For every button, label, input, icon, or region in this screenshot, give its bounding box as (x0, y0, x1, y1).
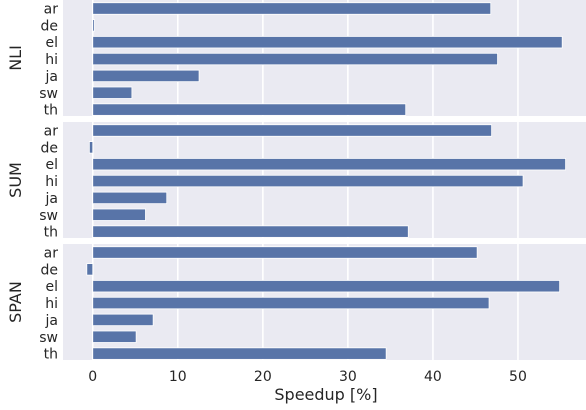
bar-nli-sw (92, 86, 133, 99)
bar-sum-ja (92, 191, 168, 205)
bar-nli-el (92, 36, 563, 49)
x-axis-label: Speedup [%] (274, 385, 377, 404)
category-label: hi (45, 52, 58, 68)
x-tick-label: 40 (424, 369, 442, 385)
category-label: ja (45, 69, 58, 85)
panel-title: NLI (6, 45, 25, 71)
bar-sum-de (88, 141, 94, 154)
bar-sum-th (92, 225, 409, 238)
bar-sum-sw (92, 208, 146, 221)
panel-title: SUM (6, 162, 25, 198)
bar-nli-th (92, 103, 407, 116)
category-label: el (45, 157, 58, 173)
x-tick-label: 50 (509, 369, 527, 385)
x-tick-label: 30 (339, 369, 357, 385)
category-label: ar (44, 124, 59, 140)
category-label: hi (45, 174, 58, 190)
x-axis-ticks: 0 10 20 30 40 50 (88, 369, 527, 385)
category-label: sw (39, 330, 58, 346)
category-label: ja (45, 313, 58, 329)
bar-span-hi (92, 296, 490, 310)
bar-sum-ar (92, 124, 493, 137)
bar-sum-hi (92, 174, 524, 188)
chart-panels: ardeelhijaswthNLIardeelhijaswthSUMardeel… (6, 0, 586, 363)
panel-title: SPAN (6, 281, 25, 323)
category-label: th (44, 225, 58, 241)
category-label: de (41, 18, 59, 34)
bar-span-ar (92, 246, 478, 259)
category-label: ar (44, 2, 59, 18)
x-tick-label: 10 (169, 369, 187, 385)
category-label: el (45, 279, 58, 295)
bar-span-sw (92, 330, 137, 343)
category-label: th (44, 103, 58, 119)
category-label: el (45, 35, 58, 51)
category-label: sw (39, 86, 58, 102)
x-tick-label: 20 (254, 369, 272, 385)
category-label: de (41, 262, 59, 278)
bar-span-ja (92, 313, 154, 327)
bar-sum-el (92, 158, 566, 171)
bar-nli-ja (92, 69, 200, 83)
bar-span-th (92, 347, 387, 360)
bar-span-el (92, 280, 561, 293)
category-label: de (41, 140, 59, 156)
category-label: hi (45, 296, 58, 312)
bar-nli-hi (92, 52, 498, 66)
category-label: sw (39, 208, 58, 224)
bar-nli-de (92, 19, 95, 32)
x-tick-label: 0 (88, 369, 97, 385)
bar-span-de (86, 263, 94, 276)
bar-nli-ar (92, 2, 492, 15)
category-label: th (44, 347, 58, 363)
category-label: ar (44, 246, 59, 262)
category-label: ja (45, 191, 58, 207)
